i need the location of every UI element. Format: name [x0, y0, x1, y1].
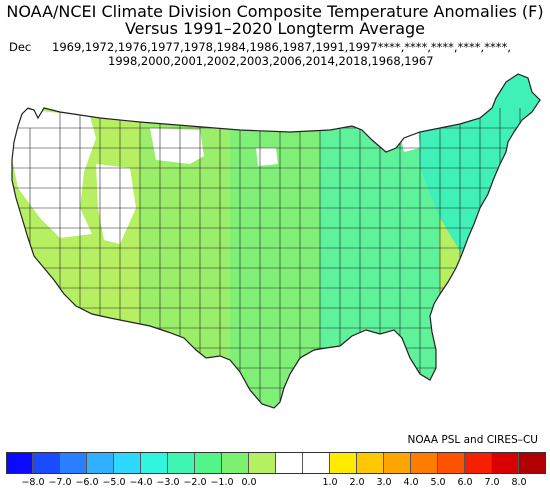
no-data-dakota — [256, 148, 278, 166]
colorbar-swatch — [330, 452, 357, 474]
colorbar-swatch — [114, 452, 141, 474]
colorbar-tick-label: 4.0 — [403, 477, 419, 488]
credit-label: NOAA PSL and CIRES–CU — [407, 434, 539, 446]
colorbar-tick-label: 3.0 — [376, 477, 392, 488]
colorbar-swatch — [168, 452, 195, 474]
colorbar-swatch — [492, 452, 519, 474]
colorbar-swatch — [249, 452, 276, 474]
colorbar-swatch — [384, 452, 411, 474]
colorbar-swatch — [519, 452, 546, 474]
colorbar-swatch — [276, 452, 303, 474]
no-data-great-basin — [96, 164, 136, 244]
colorbar-tick-label: 5.0 — [430, 477, 446, 488]
colorbar-tick-label: −7.0 — [48, 477, 72, 488]
us-climate-division-map — [11, 73, 541, 409]
figure-title: NOAA/NCEI Climate Division Composite Tem… — [6, 2, 544, 21]
colorbar-swatch — [438, 452, 465, 474]
colorbar-tick-label: 7.0 — [484, 477, 500, 488]
colorbar-tick-label: −5.0 — [102, 477, 126, 488]
colorbar-tick-label: 1.0 — [322, 477, 338, 488]
colorbar-tick-label: 8.0 — [511, 477, 527, 488]
colorbar-swatch — [87, 452, 114, 474]
colorbar-tick-label: 6.0 — [457, 477, 473, 488]
colorbar-swatch — [222, 452, 249, 474]
colorbar-swatch — [411, 452, 438, 474]
colorbar-swatch — [357, 452, 384, 474]
no-data-montana — [150, 128, 204, 164]
composite-years-line-2: 1998,2000,2001,2002,2003,2006,2014,2018,… — [108, 54, 434, 68]
colorbar-tick-label: −2.0 — [183, 477, 207, 488]
colorbar-tick-label: −4.0 — [129, 477, 153, 488]
no-data-northwest — [12, 108, 96, 238]
colorbar-tick-label: −3.0 — [156, 477, 180, 488]
colorbar-swatch — [303, 452, 330, 474]
anomaly-fill-layer — [12, 74, 540, 408]
colorbar-tick-label: −8.0 — [21, 477, 45, 488]
month-label: Dec — [9, 40, 32, 54]
colorbar-tick-label: −6.0 — [75, 477, 99, 488]
colorbar-tick-label: −1.0 — [210, 477, 234, 488]
figure-subtitle: Versus 1991–2020 Longterm Average — [124, 19, 426, 38]
state-borders-horizontal — [12, 147, 540, 389]
colorbar-swatch — [465, 452, 492, 474]
colorbar-tick-label: 0.0 — [241, 477, 257, 488]
composite-years-line-1: 1969,1972,1976,1977,1978,1984,1986,1987,… — [52, 40, 511, 54]
colorbar-swatch — [141, 452, 168, 474]
colorbar-swatch — [60, 452, 87, 474]
colorbar-swatch — [33, 452, 60, 474]
colorbar — [6, 452, 546, 474]
colorbar-tick-label: 2.0 — [349, 477, 365, 488]
colorbar-swatch — [195, 452, 222, 474]
colorbar-swatch — [6, 452, 33, 474]
